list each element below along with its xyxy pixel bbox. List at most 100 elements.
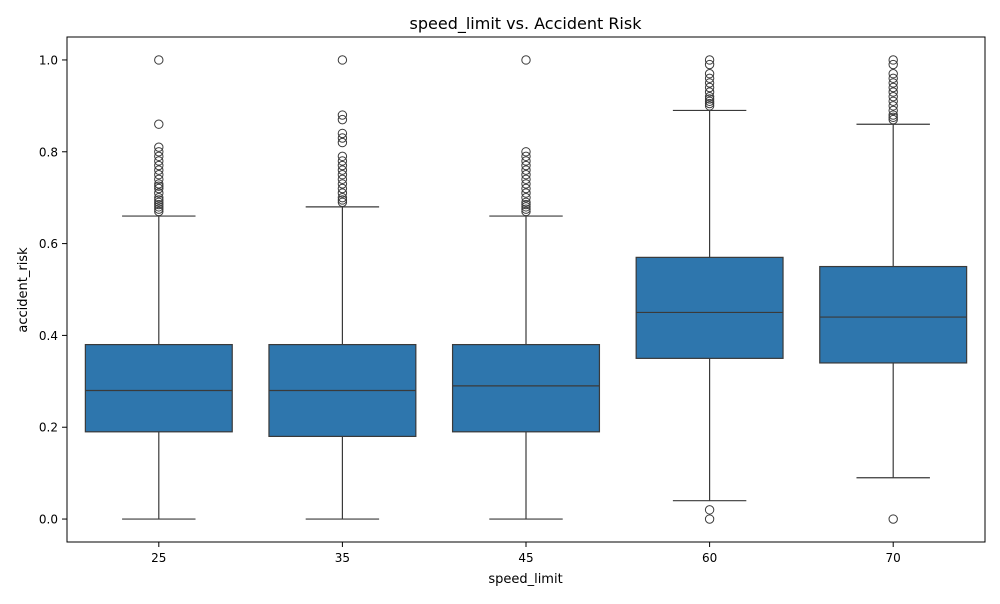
outlier-point [337,156,348,166]
outlier-point [704,94,715,104]
outlier-point [154,174,164,185]
outlier-point [337,179,348,189]
outlier-point [521,156,531,166]
outlier-point [337,160,348,171]
outlier-point [154,197,164,207]
outlier-point [521,179,531,189]
outlier-point [521,197,531,207]
outlier-point [521,188,531,198]
outlier-point [154,204,164,214]
outlier-point [337,195,348,205]
x-axis-label: speed_limit [488,572,562,587]
outlier-point [337,174,348,185]
y-tick-label: 1.0 [39,53,58,67]
outlier-point [337,188,348,198]
outlier-point [154,165,164,175]
outlier-point [704,59,715,70]
outlier-point [154,183,164,194]
outlier-point [704,87,715,97]
outlier-point [154,181,164,191]
outlier-point [154,160,164,171]
outlier-point [154,156,164,166]
outlier-point [888,514,898,524]
outlier-point [888,112,898,123]
outlier-point [154,147,164,157]
y-tick-label: 0.2 [39,421,58,435]
outlier-point [704,96,715,106]
outlier-point [521,151,531,162]
outlier-point [337,192,348,203]
outlier-point [154,202,164,212]
chart-title: speed_limit vs. Accident Risk [410,14,643,34]
outlier-point [704,82,715,93]
outlier-point [521,174,531,185]
outlier-point [337,170,348,180]
outlier-point [154,188,164,198]
outlier-point [704,69,715,79]
outlier-point [154,151,164,162]
outlier-point [337,114,348,125]
outlier-point [521,199,531,210]
outlier-point [521,165,531,175]
outlier-point [337,55,348,65]
outlier-point [704,514,715,524]
outlier-point [521,55,531,65]
box-iqr [84,343,233,433]
outlier-point [337,133,348,143]
y-axis-label: accident_risk [16,247,31,333]
outlier-point [888,114,898,125]
outlier-point [888,101,898,111]
outlier-point [888,59,898,70]
y-tick-label: 0.6 [39,237,58,251]
outlier-point [521,206,531,217]
outlier-point [521,147,531,157]
box-iqr [635,256,784,359]
plot-frame [66,36,986,543]
outlier-point [521,160,531,171]
outlier-point [154,199,164,210]
outlier-point [521,192,531,203]
outlier-point [704,55,715,65]
outlier-point [888,105,898,116]
outlier-point [521,170,531,180]
outlier-point [888,73,898,84]
outlier-point [888,55,898,65]
outlier-point [337,128,348,139]
outlier-point [154,195,164,205]
outlier-point [521,204,531,214]
outlier-point [704,98,715,109]
outlier-point [888,69,898,79]
x-tick-label: 45 [518,551,533,565]
outlier-point [888,96,898,106]
outlier-point [154,192,164,203]
outlier-point [154,170,164,180]
outlier-point [337,183,348,194]
outlier-point [337,110,348,120]
outlier-point [888,110,898,120]
outlier-point [154,206,164,217]
y-tick-label: 0.0 [39,513,58,527]
plot-area: 0.0 0.2 0.4 0.6 0.8 1.0 25 35 45 60 70 [39,53,968,565]
outlier-point [337,151,348,162]
x-tick-label: 70 [886,551,901,565]
outlier-point [154,142,164,152]
outlier-point [704,73,715,84]
outlier-point [337,165,348,175]
outlier-point [337,197,348,207]
outlier-point [521,183,531,194]
outlier-point [888,87,898,97]
outlier-point [888,91,898,102]
outlier-point [337,137,348,148]
x-tick-label: 60 [702,551,717,565]
outlier-point [154,119,164,129]
box-iqr [819,265,968,364]
y-tick-label: 0.8 [39,145,58,159]
y-tick-label: 0.4 [39,329,58,343]
x-tick-label: 35 [335,551,350,565]
x-tick-label: 25 [151,551,166,565]
outlier-point [154,179,164,189]
outlier-point [704,91,715,102]
outlier-point [888,78,898,88]
